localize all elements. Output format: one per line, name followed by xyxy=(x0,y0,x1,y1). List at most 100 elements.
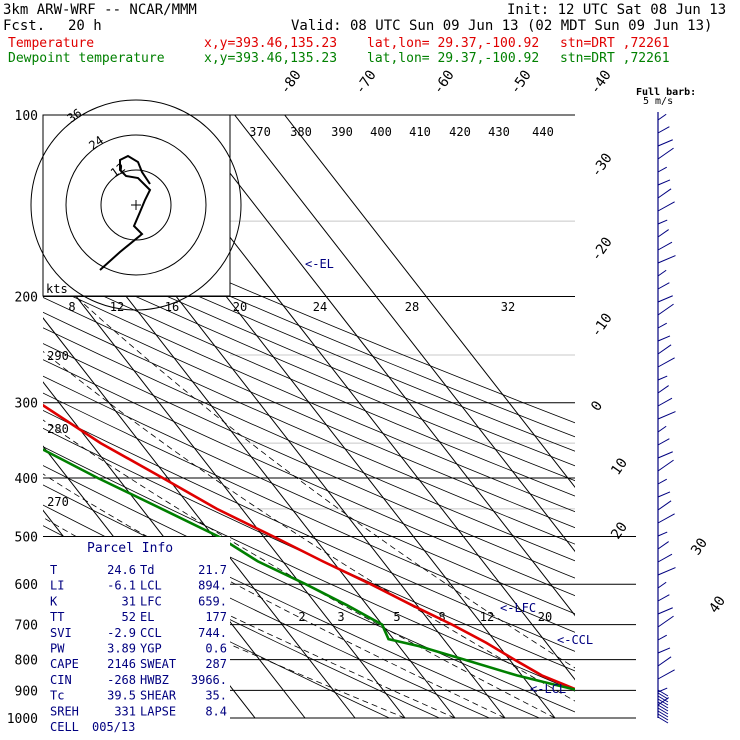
wind-barb xyxy=(657,553,673,563)
isotherm-label: 0 xyxy=(588,398,606,414)
parcel-key: HWBZ xyxy=(140,673,169,687)
wind-barb xyxy=(657,255,676,264)
wind-barb xyxy=(657,531,668,537)
isotherm-label: 20 xyxy=(608,519,631,542)
model-title: 3km ARW-WRF -- NCAR/MMM xyxy=(3,2,197,18)
parcel-key: LAPSE xyxy=(140,704,176,718)
theta-label: 370 xyxy=(249,125,271,139)
parcel-value: 0.6 xyxy=(205,642,227,656)
dry-adiabat-line xyxy=(43,359,575,597)
pressure-label: 400 xyxy=(15,472,38,487)
pressure-label: 900 xyxy=(15,684,38,699)
dry-adiabat-line xyxy=(43,392,575,633)
theta-label: 400 xyxy=(370,125,392,139)
isotherm-line xyxy=(43,253,406,719)
dewpoint-station: stn=DRT ,72261 xyxy=(560,51,670,66)
dry-adiabat-line xyxy=(43,267,575,497)
wind-barb xyxy=(657,188,672,199)
valid-time: Valid: 08 UTC Sun 09 Jun 13 (02 MDT Sun … xyxy=(291,18,713,34)
hodograph-ring-label: 36 xyxy=(65,106,85,126)
parcel-key: Td xyxy=(140,563,154,577)
parcel-key: SREH xyxy=(50,704,79,718)
cell-value: 005/13 xyxy=(92,720,135,734)
dry-adiabat-line xyxy=(43,226,575,452)
isotherm-label: -50 xyxy=(507,67,535,97)
parcel-value: 24.6 xyxy=(107,563,136,577)
wind-barb xyxy=(657,201,675,212)
wind-barb xyxy=(657,634,667,641)
parcel-key: PW xyxy=(50,642,65,656)
isotherm-line xyxy=(0,115,5,718)
forecast-hours: 20 h xyxy=(68,18,102,34)
parcel-key: TT xyxy=(50,610,64,624)
parcel-value: 8.4 xyxy=(205,704,227,718)
wind-barb xyxy=(657,669,675,680)
theta-label: 410 xyxy=(409,125,431,139)
parcel-info-title: Parcel Info xyxy=(87,541,173,556)
pressure-label: 500 xyxy=(15,530,38,545)
parcel-key: CAPE xyxy=(50,657,79,671)
init-time: Init: 12 UTC Sat 08 Jun 13 xyxy=(507,2,727,18)
parcel-value: -6.1 xyxy=(107,579,136,593)
parcel-value: 331 xyxy=(114,704,136,718)
pressure-label: 300 xyxy=(15,397,38,412)
hodograph-tick-label: 8 xyxy=(68,300,75,314)
dry-adiabat-line xyxy=(43,200,575,424)
hodograph-tick-label: 28 xyxy=(405,300,419,314)
parcel-key: SHEAR xyxy=(140,689,177,703)
barb-legend-value: 5 m/s xyxy=(643,96,673,107)
wind-barb xyxy=(657,179,671,186)
wind-barb xyxy=(657,687,668,693)
wind-barb xyxy=(657,335,671,342)
parcel-value: 177 xyxy=(205,610,227,624)
dewpoint-profile xyxy=(43,448,575,691)
dry-adiabat-line xyxy=(43,282,575,513)
hodograph-tick-label: 12 xyxy=(110,300,124,314)
ccl-annotation: <-CCL xyxy=(557,633,593,647)
wind-barb xyxy=(657,491,671,498)
mixing-ratio-label: 8 xyxy=(438,610,445,624)
wind-barb xyxy=(657,375,668,381)
wind-barb xyxy=(657,615,674,628)
parcel-value: 894. xyxy=(198,579,227,593)
isotherm-label: -40 xyxy=(587,67,615,97)
wind-barb xyxy=(657,385,669,394)
parcel-key: Tc xyxy=(50,689,64,703)
parcel-value: 31 xyxy=(122,594,136,608)
wind-barb xyxy=(657,344,672,355)
dry-adiabat-line xyxy=(43,410,575,652)
parcel-value: -268 xyxy=(107,673,136,687)
lfc-annotation: <-LFC xyxy=(500,601,536,615)
theta-label: 270 xyxy=(47,495,69,509)
isotherm-line xyxy=(234,115,575,553)
hodograph-ring xyxy=(65,134,207,276)
dry-adiabat-line xyxy=(43,343,575,579)
theta-label: 420 xyxy=(449,125,471,139)
hodograph-ring-label: 12 xyxy=(108,160,128,180)
parcel-key: K xyxy=(50,594,58,608)
pressure-label: 200 xyxy=(15,291,38,306)
wind-barb xyxy=(657,357,675,368)
wind-barb xyxy=(657,241,673,251)
wind-barb xyxy=(657,478,667,485)
dry-adiabat-line xyxy=(43,375,575,615)
hodograph-ring-label: 24 xyxy=(86,133,106,153)
pressure-label: 1000 xyxy=(7,712,38,727)
wind-barb xyxy=(657,567,676,576)
mixing-ratio-label: 3 xyxy=(337,610,344,624)
parcel-info-panel xyxy=(43,537,230,729)
wind-barb xyxy=(657,425,667,433)
wind-barb xyxy=(657,438,670,446)
wind-barb xyxy=(657,269,667,277)
isotherm-label: -70 xyxy=(352,67,380,97)
wind-barb xyxy=(657,500,672,511)
hodograph-tick-label: 24 xyxy=(313,300,327,314)
theta-label: 390 xyxy=(331,125,353,139)
el-annotation: <-EL xyxy=(305,257,334,271)
cell-label: CELL xyxy=(50,720,79,734)
parcel-key: T xyxy=(50,563,57,577)
wind-barb xyxy=(657,692,669,700)
parcel-key: LI xyxy=(50,579,64,593)
wind-barb xyxy=(657,710,669,718)
